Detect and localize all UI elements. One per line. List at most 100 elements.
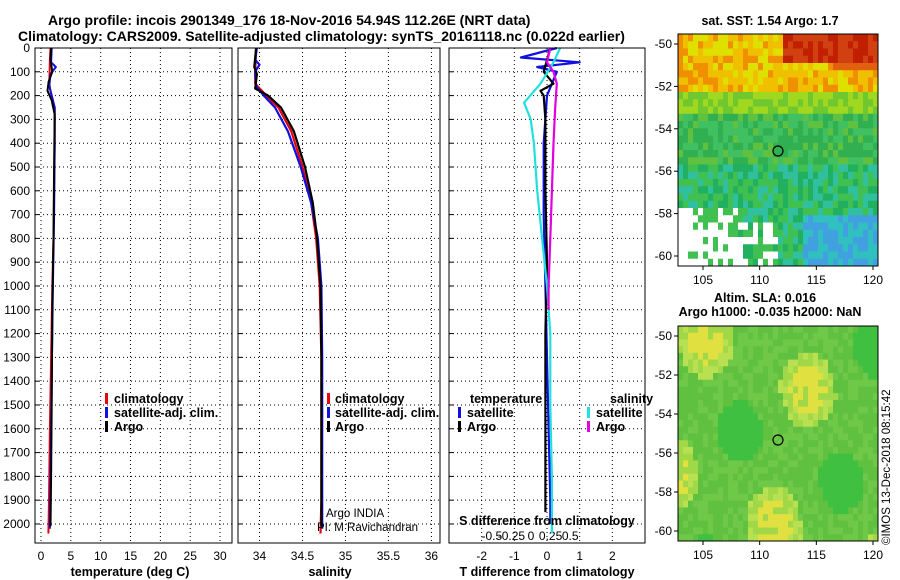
map-cell: [713, 186, 719, 194]
map-cell: [743, 493, 749, 502]
map-cell: [783, 135, 789, 144]
map-cell: [778, 346, 784, 354]
map-cell: [873, 359, 879, 367]
lat-tick-label: -60: [655, 249, 673, 263]
pressure-axis-labels: 0100200300400500600700800900100011001200…: [3, 41, 30, 531]
map-cell: [743, 48, 749, 57]
map-cell: [683, 500, 689, 508]
map-cell: [768, 386, 774, 394]
map-cell: [873, 222, 879, 231]
map-cell: [718, 440, 724, 448]
map-cell: [803, 106, 809, 115]
map-cell: [773, 99, 779, 107]
map-cell: [748, 399, 754, 408]
map-cell: [813, 41, 819, 49]
map-cell: [818, 379, 824, 387]
map-cell: [768, 121, 774, 129]
map-cell: [813, 480, 819, 488]
map-cell: [723, 480, 729, 488]
map-cell: [748, 229, 754, 238]
map-cell: [683, 92, 689, 100]
map-cell: [828, 514, 834, 522]
map-cell: [843, 514, 849, 522]
map-cell: [728, 352, 734, 360]
map-cell: [678, 339, 684, 347]
map-cell: [758, 487, 764, 495]
map-cell: [748, 106, 754, 115]
map-cell: [688, 34, 694, 42]
map-cell: [813, 70, 819, 78]
map-cell: [733, 420, 739, 428]
map-cell: [678, 453, 684, 461]
map-cell: [848, 244, 854, 252]
map-cell: [778, 258, 784, 267]
map-cell: [773, 460, 779, 468]
map-cell: [713, 500, 719, 508]
map-cell: [708, 48, 714, 57]
map-cell: [793, 440, 799, 448]
map-cell: [793, 352, 799, 360]
map-cell: [778, 34, 784, 42]
map-cell: [818, 63, 824, 71]
map-cell: [833, 453, 839, 461]
map-cell: [848, 135, 854, 144]
map-cell: [683, 229, 689, 238]
map-cell: [703, 128, 709, 136]
map-cell: [848, 70, 854, 78]
map-cell: [853, 534, 859, 542]
map-cell: [858, 77, 864, 86]
map-cell: [693, 453, 699, 461]
lat-tick-label: -52: [655, 79, 673, 93]
map-cell: [693, 379, 699, 387]
map-cell: [798, 446, 804, 455]
map-cell: [783, 171, 789, 180]
lon-tick-label: 110: [750, 273, 769, 287]
map-cell: [853, 520, 859, 528]
map-cell: [763, 373, 769, 381]
map-cell: [758, 179, 764, 187]
map-cell: [743, 346, 749, 354]
map-cell: [803, 326, 809, 334]
map-cell: [693, 215, 699, 223]
map-cell: [708, 135, 714, 144]
map-cell: [803, 514, 809, 522]
map-cell: [803, 77, 809, 86]
map-cell: [748, 520, 754, 528]
map-cell: [698, 171, 704, 180]
map-cell: [783, 113, 789, 122]
map-cell: [768, 92, 774, 100]
map-cell: [713, 164, 719, 173]
map-cell: [728, 208, 734, 216]
map-cell: [823, 399, 829, 408]
map-cell: [833, 41, 839, 49]
map-cell: [708, 55, 714, 64]
map-cell: [783, 507, 789, 515]
map-cell: [748, 480, 754, 488]
map-cell: [838, 92, 844, 100]
map-cell: [763, 41, 769, 49]
lon-tick-label: 110: [750, 548, 769, 562]
map-cell: [763, 164, 769, 173]
map-cell: [738, 386, 744, 394]
map-cell: [743, 460, 749, 468]
map-cell: [843, 487, 849, 495]
map-cell: [758, 534, 764, 542]
map-cell: [773, 200, 779, 209]
map-cell: [873, 473, 879, 481]
map-cell: [798, 229, 804, 238]
map-cell: [783, 222, 789, 231]
map-cell: [788, 487, 794, 495]
map-cell: [803, 135, 809, 144]
map-cell: [683, 135, 689, 144]
map-cell: [778, 373, 784, 381]
map-cell: [753, 244, 759, 252]
map-cell: [823, 527, 829, 535]
map-cell: [683, 193, 689, 202]
map-cell: [683, 467, 689, 475]
map-cell: [723, 164, 729, 173]
map-cell: [773, 373, 779, 381]
map-cell: [783, 326, 789, 334]
map-cell: [738, 150, 744, 158]
map-cell: [778, 128, 784, 136]
